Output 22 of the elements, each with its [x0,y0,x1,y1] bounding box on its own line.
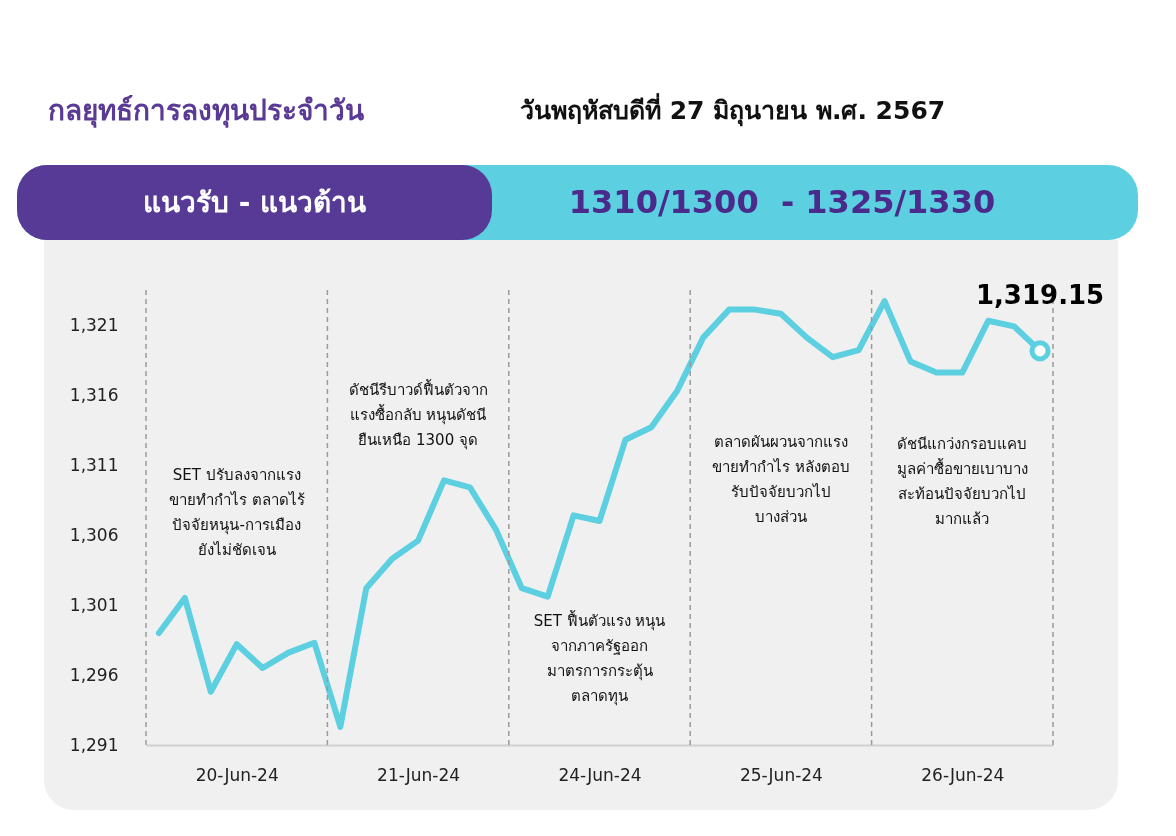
annotation: ตลาดผันผวนจากแรง ขายทำกำไร หลังตอบ รับปัจจัยบวกไป บางส่วน [712,433,850,526]
y-tick-label: 1,316 [69,384,119,405]
x-tick-label: 24-Jun-24 [558,764,642,785]
annotation: ดัชนีรีบาวด์ฟื้นตัวจาก แรงซื้อกลับ หนุนดัชนี ยืนเหนือ 1300 จุด [348,379,488,450]
y-tick-label: 1,291 [69,734,119,755]
annotation: SET ฟื้นตัวแรง หนุน จากภาครัฐออก มาตรการกระตุ้น ตลาดทุน [533,610,666,706]
x-tick-label: 25-Jun-24 [739,764,823,785]
annotation: 1,319.15 [975,279,1105,310]
y-tick-label: 1,321 [69,314,119,335]
x-tick-label: 20-Jun-24 [195,764,279,785]
text: แนวรับ - แนวต้าน [17,165,492,240]
annotation: SET ปรับลงจากแรง ขายทำกำไร ตลาดไร้ ปัจจัยหนุน-การเมือง ยังไม่ชัดเจน [168,466,305,559]
text: 1310/1300 - 1325/1330 [567,182,997,223]
x-tick-label: 26-Jun-24 [921,764,1005,785]
y-tick-label: 1,306 [69,524,119,545]
chart-subtitle: วันพฤหัสบดีที่ 27 มิถุนายน พ.ศ. 2567 [520,92,946,129]
y-tick-label: 1,296 [69,664,119,685]
y-tick-label: 1,311 [69,454,119,475]
x-tick-label: 21-Jun-24 [377,764,461,785]
y-tick-label: 1,301 [69,594,119,615]
chart-title: กลยุทธ์การลงทุนประจำวัน [48,93,364,130]
annotation: ดัชนีแกว่งกรอบแคบ มูลค่าซื้อขายเบาบาง สะท้อนปัจจัยบวกไป มากแล้ว [896,435,1028,528]
